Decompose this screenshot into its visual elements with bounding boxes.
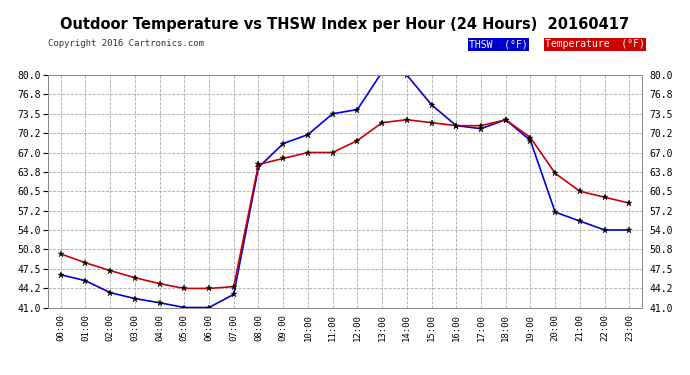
Text: THSW  (°F): THSW (°F) xyxy=(469,39,528,50)
Text: Temperature  (°F): Temperature (°F) xyxy=(545,39,645,50)
Text: Outdoor Temperature vs THSW Index per Hour (24 Hours)  20160417: Outdoor Temperature vs THSW Index per Ho… xyxy=(61,17,629,32)
Text: Copyright 2016 Cartronics.com: Copyright 2016 Cartronics.com xyxy=(48,39,204,48)
